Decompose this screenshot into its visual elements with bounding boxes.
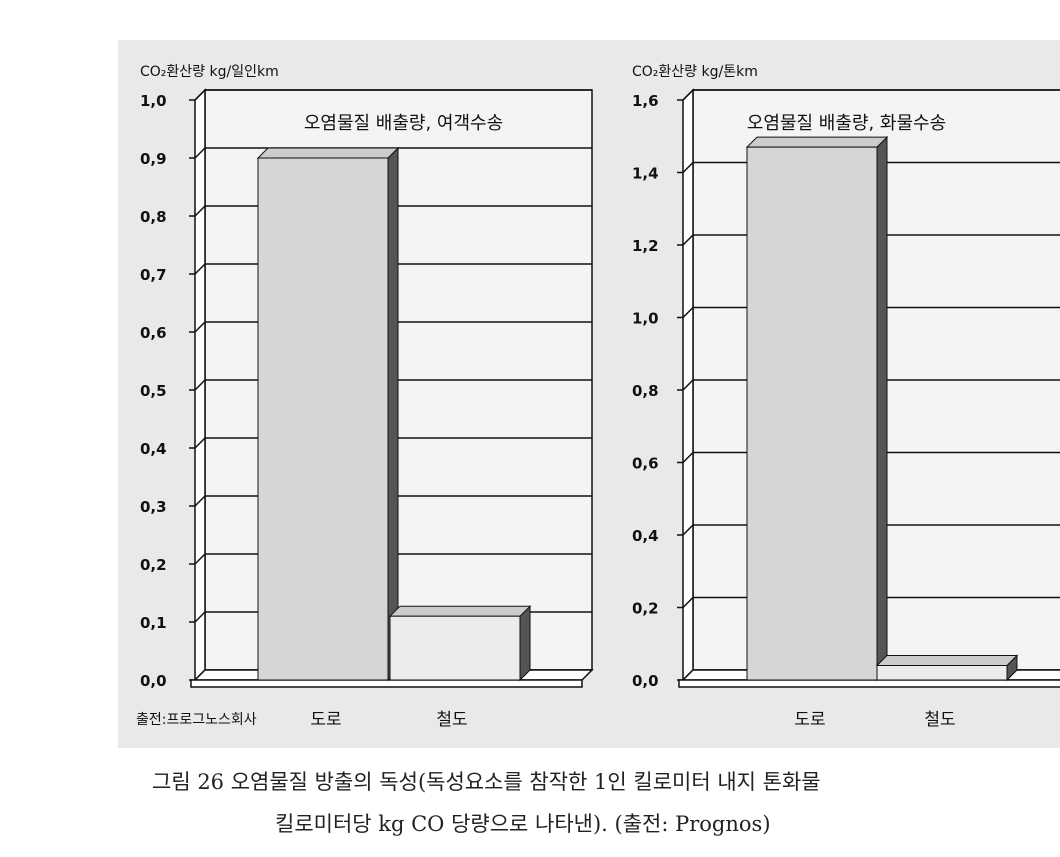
y-tick-label: 1,6 bbox=[632, 92, 659, 110]
y-tick-label: 0,6 bbox=[140, 324, 167, 342]
y-tick-label: 0,9 bbox=[140, 150, 167, 168]
x-tick-label: 도로 bbox=[794, 710, 825, 730]
figure-caption-line2: 킬로미터당 kg CO 당량으로 나타낸). (출전: Prognos) bbox=[275, 812, 771, 836]
y-tick-label: 0,4 bbox=[632, 527, 659, 545]
y-tick-label: 0,0 bbox=[140, 672, 167, 690]
x-tick-label: 철도 bbox=[924, 710, 955, 730]
bar-top bbox=[875, 655, 1019, 666]
plot-base bbox=[190, 679, 583, 688]
gridline bbox=[677, 89, 1060, 101]
y-tick-label: 0,1 bbox=[140, 614, 167, 632]
y-tick-label: 0,2 bbox=[632, 600, 659, 618]
y-tick-label: 0,6 bbox=[632, 455, 659, 473]
y-tick-label: 0,2 bbox=[140, 556, 167, 574]
bar-도로 bbox=[746, 146, 878, 681]
bar-side bbox=[519, 604, 531, 682]
bar-top bbox=[256, 147, 400, 159]
bar-side bbox=[387, 146, 399, 682]
chart-title: 오염물질 배출량, 여객수송 bbox=[304, 113, 503, 134]
y-tick-label: 0,3 bbox=[140, 498, 167, 516]
y-tick-label: 0,0 bbox=[632, 672, 659, 690]
y-axis-label: CO₂환산량 kg/톤km bbox=[632, 64, 758, 80]
y-tick-label: 1,4 bbox=[632, 165, 659, 183]
bar-side bbox=[876, 135, 888, 682]
source-note: 출전:프로그노스회사 bbox=[136, 712, 257, 728]
y-tick-label: 0,4 bbox=[140, 440, 167, 458]
bar-top bbox=[745, 136, 889, 148]
figure-caption-line1: 그림 26 오염물질 방출의 독성(독성요소를 참작한 1인 킬로미터 내지 톤… bbox=[152, 770, 821, 794]
y-tick-label: 0,7 bbox=[140, 266, 167, 284]
bar-도로 bbox=[257, 157, 389, 681]
gridline bbox=[189, 89, 592, 101]
chart-title: 오염물질 배출량, 화물수송 bbox=[747, 113, 946, 134]
bar-top bbox=[388, 605, 532, 617]
x-tick-label: 도로 bbox=[310, 710, 341, 730]
y-axis-label: CO₂환산량 kg/일인km bbox=[140, 64, 279, 80]
plot-base bbox=[678, 679, 1060, 688]
bar-철도 bbox=[389, 615, 521, 681]
y-tick-label: 1,2 bbox=[632, 237, 659, 255]
y-tick-label: 1,0 bbox=[632, 310, 659, 328]
bar-철도 bbox=[876, 665, 1008, 681]
y-tick-label: 1,0 bbox=[140, 92, 167, 110]
y-tick-label: 0,8 bbox=[140, 208, 167, 226]
y-tick-label: 0,5 bbox=[140, 382, 167, 400]
x-tick-label: 철도 bbox=[436, 710, 467, 730]
y-tick-label: 0,8 bbox=[632, 382, 659, 400]
